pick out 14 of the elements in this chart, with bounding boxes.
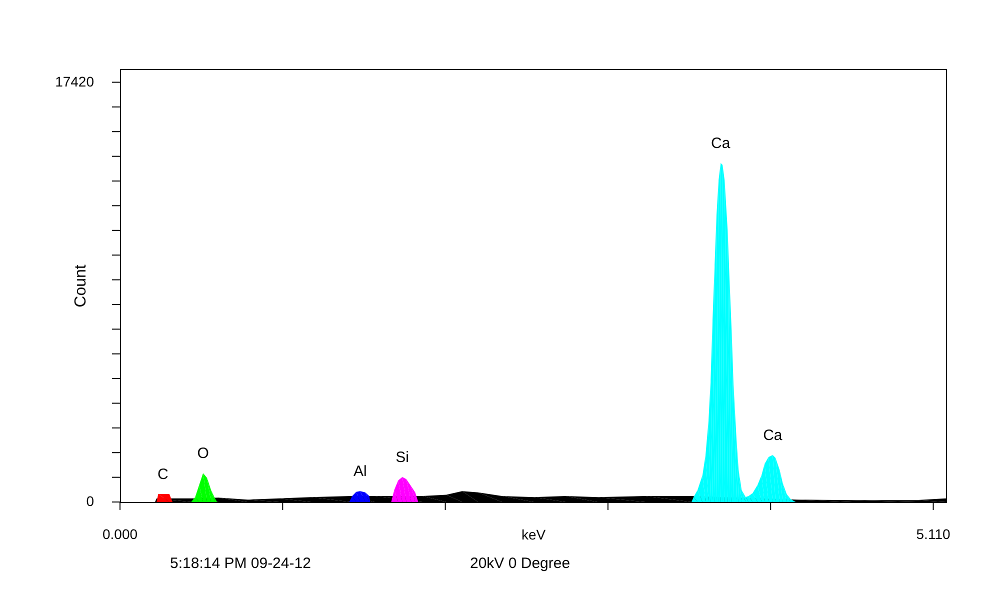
annotation: Al [353, 463, 367, 480]
x-tick-label: 0.000 [102, 526, 138, 542]
annotation: Ca [763, 427, 783, 444]
x-tick-label: 5.110 [916, 526, 950, 542]
annotation: Ca [711, 134, 731, 152]
y-tick-label: 17420 [55, 73, 94, 90]
text: 5:18:14 PM 09-24-12 [170, 555, 311, 572]
text: 20kV 0 Degree [470, 555, 570, 572]
annotation: O [197, 445, 209, 462]
x-axis-title: keV [521, 526, 546, 542]
annotation: C [158, 466, 169, 484]
y-axis-title: Count [72, 264, 90, 308]
annotation: Si [396, 448, 410, 466]
y-tick-label: 0 [86, 493, 94, 509]
